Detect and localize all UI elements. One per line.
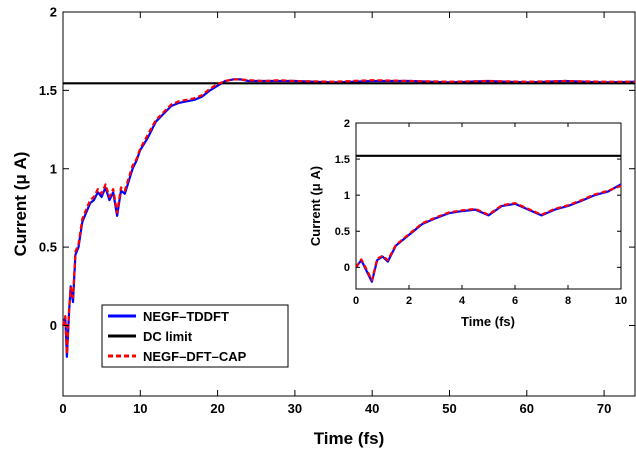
legend-label-dc-limit: DC limit [143,329,193,344]
inset-y-tick-label: 0 [344,262,350,274]
main-x-tick-label: 70 [597,401,611,416]
main-x-ticks: 0 10 20 30 40 50 60 70 [59,12,611,416]
main-y-tick-label: 1.5 [39,83,57,98]
main-y-tick-label: 0.5 [39,240,57,255]
inset-x-axis-label: Time (fs) [461,314,515,329]
inset-x-tick-label: 6 [512,295,518,307]
inset-x-tick-label: 10 [615,295,627,307]
inset-y-tick-label: 1 [344,190,350,202]
main-y-tick-label: 2 [50,5,57,20]
main-x-axis-label: Time (fs) [314,429,385,448]
inset-series-line-2 [355,184,622,282]
main-x-tick-label: 0 [59,401,66,416]
inset-x-tick-label: 2 [406,295,412,307]
legend-label-negf-dft-cap: NEGF–DFT–CAP [143,349,247,364]
inset-y-axis-label: Current (μ A) [308,166,323,246]
inset-series-group [355,154,622,283]
inset-chart: 0 2 4 6 8 10 0 0.5 1 1.5 2 Time (fs) Current (μ A… [308,118,627,329]
main-x-tick-label: 60 [520,401,534,416]
inset-x-tick-label: 0 [353,295,359,307]
inset-x-tick-label: 4 [459,295,466,307]
main-x-tick-label: 50 [442,401,456,416]
main-y-ticks: 0 0.5 1 1.5 2 [39,5,635,333]
main-x-tick-label: 10 [133,401,147,416]
legend: NEGF–TDDFT DC limit NEGF–DFT–CAP [101,304,289,368]
main-y-tick-label: 0 [50,318,57,333]
inset-y-ticks: 0 0.5 1 1.5 2 [335,118,621,274]
main-x-tick-label: 20 [210,401,224,416]
legend-label-negf-tddft: NEGF–TDDFT [143,309,229,324]
main-y-tick-label: 1 [50,161,57,176]
inset-y-tick-label: 1.5 [335,154,350,166]
main-x-tick-label: 30 [288,401,302,416]
main-y-axis-label: Current (μ A) [11,152,30,257]
main-series-group [61,78,636,358]
inset-x-ticks: 0 2 4 6 8 10 [353,123,627,307]
inset-y-tick-label: 0.5 [335,226,350,238]
main-series-line-2 [61,78,635,355]
inset-plot-frame [355,122,622,290]
main-x-tick-label: 40 [365,401,379,416]
inset-y-tick-label: 2 [344,118,350,130]
inset-x-tick-label: 8 [565,295,571,307]
